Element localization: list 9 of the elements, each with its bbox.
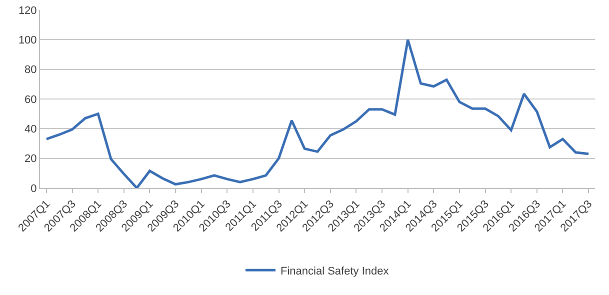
line-series: [45, 38, 590, 188]
legend-label: Financial Safety Index: [280, 265, 390, 278]
y-tick-label: 120: [18, 4, 37, 17]
y-tick-label: 100: [18, 34, 37, 47]
y-tick-label: 20: [24, 153, 37, 166]
y-tick-label: 60: [24, 94, 37, 106]
y-tick-label: 40: [24, 124, 37, 136]
y-tick-label: 0: [30, 182, 37, 195]
y-tick-label: 80: [24, 64, 37, 76]
